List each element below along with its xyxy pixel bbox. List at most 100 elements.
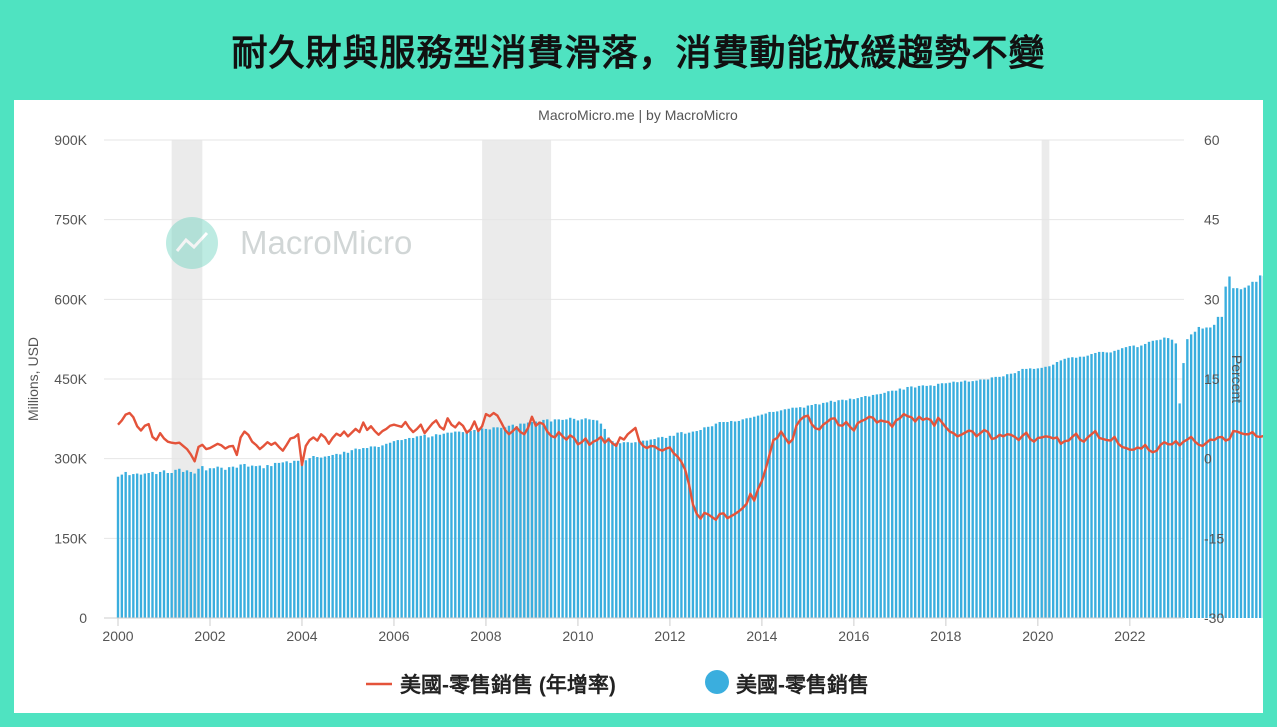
sales-bar bbox=[350, 450, 353, 618]
sales-bar bbox=[377, 446, 380, 618]
sales-bar bbox=[906, 386, 909, 618]
sales-bar bbox=[185, 470, 189, 618]
sales-bar bbox=[1029, 368, 1032, 618]
sales-bar bbox=[135, 473, 139, 618]
sales-bar bbox=[871, 394, 875, 618]
sales-bar bbox=[1251, 281, 1254, 618]
sales-bar bbox=[158, 471, 162, 618]
sales-bar bbox=[369, 446, 373, 618]
sales-bar bbox=[848, 398, 852, 618]
legend-item-sales[interactable]: 美國-零售銷售 bbox=[705, 670, 869, 697]
sales-bar bbox=[572, 418, 576, 618]
sales-bar bbox=[1255, 281, 1258, 618]
sales-bar bbox=[1124, 347, 1128, 618]
sales-bar bbox=[128, 475, 131, 618]
headline: 耐久財與服務型消費滑落，消費動能放緩趨勢不變 bbox=[231, 33, 1046, 74]
sales-bar bbox=[346, 452, 350, 618]
sales-bar bbox=[799, 407, 802, 618]
sales-bar bbox=[503, 427, 507, 618]
sales-bar bbox=[181, 471, 185, 618]
sales-bar bbox=[1036, 368, 1040, 618]
sales-bar bbox=[162, 470, 166, 618]
sales-bar bbox=[779, 410, 783, 618]
sales-bar bbox=[1228, 276, 1231, 618]
sales-bar bbox=[1059, 360, 1063, 618]
sales-bar bbox=[496, 427, 499, 618]
sales-bar bbox=[845, 400, 848, 618]
sales-bar bbox=[258, 465, 261, 618]
sales-bar bbox=[174, 469, 177, 618]
sales-bar bbox=[450, 432, 453, 618]
sales-bar bbox=[124, 471, 127, 618]
sales-bar bbox=[526, 422, 530, 618]
sales-bar bbox=[576, 420, 580, 618]
sales-bar bbox=[645, 440, 649, 618]
sales-bar bbox=[419, 435, 422, 618]
sales-bar bbox=[902, 389, 905, 618]
sales-bar bbox=[1170, 339, 1174, 618]
sales-bar bbox=[1055, 362, 1059, 618]
y-right-tick-label: 60 bbox=[1204, 132, 1220, 148]
sales-bar bbox=[718, 422, 721, 618]
sales-bar bbox=[208, 468, 212, 618]
sales-bar bbox=[1105, 352, 1109, 618]
sales-bar bbox=[362, 448, 365, 618]
x-axis: 2000 2002 2004 2006 2008 2010 2012 2014 2016 2018… bbox=[102, 618, 1146, 644]
retail-sales-yoy-line bbox=[117, 411, 1277, 521]
sales-bar bbox=[695, 431, 698, 618]
sales-bar bbox=[388, 442, 392, 618]
sales-bar bbox=[454, 431, 457, 618]
sales-bar bbox=[178, 468, 181, 618]
sales-bar bbox=[204, 470, 208, 618]
sales-bar bbox=[733, 421, 737, 618]
sales-bar bbox=[534, 421, 537, 618]
sales-bar bbox=[898, 388, 902, 618]
sales-bar bbox=[1197, 326, 1201, 618]
y-right-tick-label: -15 bbox=[1204, 530, 1224, 546]
x-tick-label: 2000 bbox=[102, 628, 133, 644]
sales-bar bbox=[1051, 364, 1055, 618]
sales-bar bbox=[216, 466, 219, 618]
sales-bar bbox=[707, 426, 710, 618]
sales-bar bbox=[1193, 331, 1197, 618]
sales-bar bbox=[335, 453, 338, 618]
sales-bar bbox=[1243, 287, 1247, 618]
legend-item-yoy[interactable]: 美國-零售銷售 (年增率) bbox=[366, 673, 616, 697]
sales-bar bbox=[967, 381, 971, 618]
sales-bar bbox=[825, 402, 829, 618]
sales-bar bbox=[960, 381, 963, 618]
legend: 美國-零售銷售 (年增率) 美國-零售銷售 bbox=[366, 670, 869, 697]
sales-bar bbox=[442, 433, 445, 618]
sales-bar bbox=[1166, 338, 1170, 618]
sales-bar bbox=[917, 385, 921, 618]
sales-bar bbox=[235, 467, 239, 618]
sales-bar bbox=[1117, 349, 1120, 618]
sales-bar bbox=[833, 401, 836, 618]
chart-panel: MacroMicro.me | by MacroMicro MacroMicro… bbox=[14, 100, 1277, 713]
sales-bar bbox=[875, 394, 879, 618]
sales-bar bbox=[546, 419, 549, 618]
sales-bar bbox=[1013, 373, 1017, 618]
sales-bar bbox=[921, 385, 925, 618]
sales-bar bbox=[431, 436, 434, 618]
sales-bar bbox=[143, 473, 147, 618]
sales-bar bbox=[266, 465, 269, 618]
sales-bar bbox=[1074, 357, 1078, 618]
sales-bar bbox=[151, 471, 154, 618]
sales-bar bbox=[408, 437, 411, 618]
sales-bar bbox=[1120, 348, 1124, 618]
sales-bar bbox=[1006, 374, 1009, 618]
sales-bar bbox=[776, 411, 779, 618]
x-tick-label: 2014 bbox=[746, 628, 777, 644]
sales-bar bbox=[239, 464, 242, 618]
sales-bar bbox=[1040, 367, 1043, 618]
sales-bar bbox=[868, 396, 871, 618]
sales-bar bbox=[542, 419, 545, 618]
sales-bar bbox=[116, 476, 120, 618]
sales-bar bbox=[415, 436, 419, 618]
sales-bar bbox=[132, 474, 135, 618]
sales-bar bbox=[507, 425, 511, 618]
sales-bar bbox=[764, 413, 767, 618]
sales-bar bbox=[914, 387, 917, 618]
x-tick-label: 2006 bbox=[378, 628, 409, 644]
